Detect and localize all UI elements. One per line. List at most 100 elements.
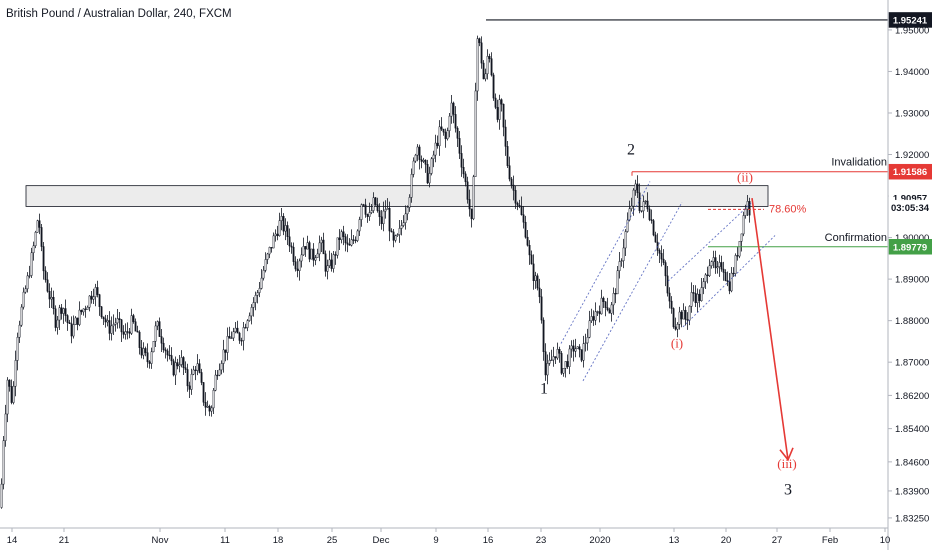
candle-body: [126, 331, 129, 333]
candle-body: [136, 330, 139, 333]
candle-body: [292, 246, 295, 262]
candle-body: [454, 114, 457, 129]
candle-body: [252, 302, 255, 308]
candle-body: [60, 307, 63, 314]
candle-body: [174, 362, 177, 376]
price-tag-label: 03:05:34: [891, 203, 930, 214]
candle-body: [192, 369, 195, 375]
candle-body: [12, 385, 15, 403]
candle-body: [240, 340, 243, 342]
candle-body: [736, 255, 739, 257]
candle-body: [46, 279, 49, 292]
candle-body: [392, 231, 395, 241]
candle-body: [448, 115, 451, 131]
time-axis[interactable]: 14 21 Nov 11 18 25 Dec 9 16 23 2020 13 20 27 Feb 10: [0, 527, 891, 546]
candle-body: [290, 245, 293, 248]
candle-body: [536, 275, 539, 289]
candle-body: [438, 126, 441, 147]
candle-body: [122, 331, 125, 335]
candle-body: [320, 239, 323, 244]
candle-body: [734, 255, 737, 274]
candle-body: [162, 342, 165, 351]
x-tick-label: Nov: [152, 535, 169, 546]
candle-body: [218, 369, 221, 376]
candle-body: [214, 374, 217, 391]
candle-body: [154, 325, 157, 342]
candle-body: [486, 56, 489, 75]
price-tag-bg: [888, 199, 932, 216]
price-tag-label: 1.95241: [893, 15, 928, 26]
candle-body: [706, 274, 709, 277]
candle-body: [416, 146, 419, 156]
candle-body: [346, 242, 349, 245]
zone-rect: [25, 185, 769, 207]
candle-body: [42, 246, 45, 272]
candle-body: [496, 107, 499, 120]
candle-body: [330, 259, 333, 269]
candle-body: [90, 295, 93, 300]
candle-body: [508, 165, 511, 180]
candle-body: [342, 231, 345, 237]
candle-body: [84, 308, 87, 310]
candle-body: [8, 379, 11, 387]
candle-body: [352, 239, 355, 241]
y-tick-label: 1.95000: [895, 25, 929, 36]
x-tick-label: 25: [327, 535, 338, 546]
candle-body: [6, 379, 9, 415]
candle-body: [650, 219, 653, 221]
candle-body: [526, 236, 529, 246]
candle-body: [250, 307, 253, 317]
candle-body: [578, 346, 581, 350]
candle-body: [140, 347, 143, 356]
candle-body: [10, 386, 13, 403]
candle-body: [684, 309, 687, 320]
candle-body: [278, 220, 281, 237]
candle-body: [170, 355, 173, 362]
candle-body: [158, 321, 161, 337]
candle-body: [248, 315, 251, 321]
candle-body: [640, 210, 643, 212]
candle-body: [146, 352, 149, 363]
candle-body: [348, 244, 351, 246]
price-tag-bg: [888, 239, 932, 255]
candle-body: [142, 348, 145, 356]
x-tick-label: 9: [433, 535, 438, 546]
candle-body: [556, 349, 559, 359]
candle-body: [68, 322, 71, 324]
candle-body: [78, 309, 81, 325]
candle-body: [444, 131, 447, 140]
candle-body: [318, 242, 321, 255]
candle-body: [542, 319, 545, 352]
candle-body: [388, 208, 391, 232]
candle-body: [300, 254, 303, 262]
candle-body: [276, 233, 279, 237]
y-tick-label: 1.84600: [895, 457, 929, 468]
candle-body: [172, 360, 175, 376]
candle-body: [446, 130, 449, 140]
candle-body: [728, 281, 731, 292]
candle-body: [370, 210, 373, 213]
candle-body: [592, 316, 595, 321]
candle-body: [626, 219, 629, 232]
candle-body: [732, 272, 735, 275]
candle-body: [190, 373, 193, 390]
candle-body: [562, 368, 565, 374]
candle-body: [698, 293, 701, 302]
candle-body: [64, 308, 67, 316]
x-tick-label: 2020: [589, 535, 610, 546]
resistance-zone[interactable]: [25, 185, 769, 207]
candle-body: [738, 241, 741, 257]
price-axis[interactable]: 1.950001.940001.930001.920001.910001.900…: [887, 0, 932, 550]
x-tick-label: 16: [483, 535, 494, 546]
candle-body: [540, 296, 543, 321]
candle-body: [304, 246, 307, 250]
candle-body: [688, 306, 691, 321]
drawings[interactable]: Invalidation Confirmation 78.60% 1 2 3 (i) (ii)…: [486, 19, 888, 498]
x-tick-label: 10: [880, 535, 891, 546]
candle-body: [202, 382, 205, 403]
candle-body: [678, 311, 681, 325]
x-tick-label: 13: [669, 535, 680, 546]
candle-body: [208, 405, 211, 412]
candle-body: [246, 320, 249, 328]
